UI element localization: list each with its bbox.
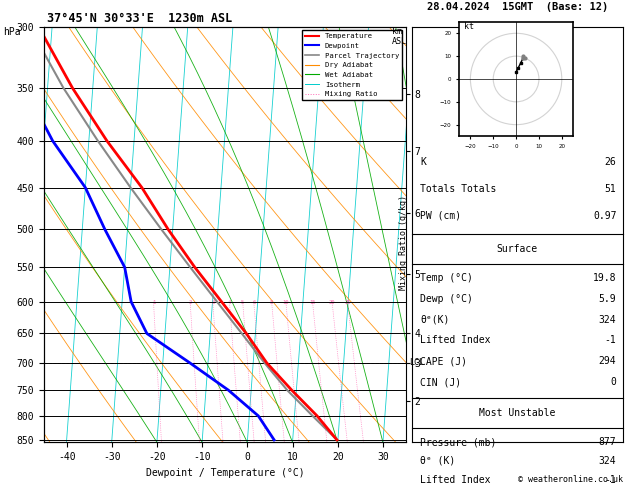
Text: hPa: hPa [3,27,21,37]
Text: 324: 324 [599,314,616,325]
Text: Lifted Index: Lifted Index [420,475,491,485]
Text: PW (cm): PW (cm) [420,211,462,221]
Text: θᵉ (K): θᵉ (K) [420,456,455,466]
Legend: Temperature, Dewpoint, Parcel Trajectory, Dry Adiabat, Wet Adiabat, Isotherm, Mi: Temperature, Dewpoint, Parcel Trajectory… [302,30,402,100]
Text: CIN (J): CIN (J) [420,377,462,387]
Text: 3: 3 [211,300,214,305]
Text: LCL: LCL [409,358,425,367]
Text: Mixing Ratio (g/kg): Mixing Ratio (g/kg) [399,195,408,291]
Text: kt: kt [464,22,474,31]
Text: 1: 1 [152,300,155,305]
Text: 324: 324 [599,456,616,466]
Text: 37°45'N 30°33'E  1230m ASL: 37°45'N 30°33'E 1230m ASL [47,12,233,25]
Text: 877: 877 [599,437,616,447]
Text: -1: -1 [604,475,616,485]
Text: -1: -1 [604,335,616,346]
Text: 26: 26 [604,157,616,167]
Text: 5: 5 [241,300,244,305]
Text: 8: 8 [270,300,273,305]
Text: Dewp (°C): Dewp (°C) [420,294,473,304]
Text: 6: 6 [252,300,255,305]
Text: Temp (°C): Temp (°C) [420,273,473,283]
Text: Surface: Surface [497,244,538,254]
Text: 15: 15 [309,300,316,305]
Text: 294: 294 [599,356,616,366]
Text: Totals Totals: Totals Totals [420,184,497,194]
Text: Pressure (mb): Pressure (mb) [420,437,497,447]
Text: CAPE (J): CAPE (J) [420,356,467,366]
Text: 20: 20 [329,300,335,305]
Text: 4: 4 [228,300,231,305]
Text: 28.04.2024  15GMT  (Base: 12): 28.04.2024 15GMT (Base: 12) [426,2,608,12]
Text: 5.9: 5.9 [599,294,616,304]
Text: 25: 25 [344,300,351,305]
Text: © weatheronline.co.uk: © weatheronline.co.uk [518,474,623,484]
Text: θᵉ(K): θᵉ(K) [420,314,450,325]
Text: 10: 10 [282,300,289,305]
Text: Most Unstable: Most Unstable [479,408,555,418]
Text: 51: 51 [604,184,616,194]
X-axis label: Dewpoint / Temperature (°C): Dewpoint / Temperature (°C) [145,468,304,478]
Text: Lifted Index: Lifted Index [420,335,491,346]
Text: 2: 2 [189,300,192,305]
Text: km
ASL: km ASL [392,27,407,46]
Text: K: K [420,157,426,167]
Text: 0.97: 0.97 [593,211,616,221]
Text: 19.8: 19.8 [593,273,616,283]
Text: 0: 0 [611,377,616,387]
